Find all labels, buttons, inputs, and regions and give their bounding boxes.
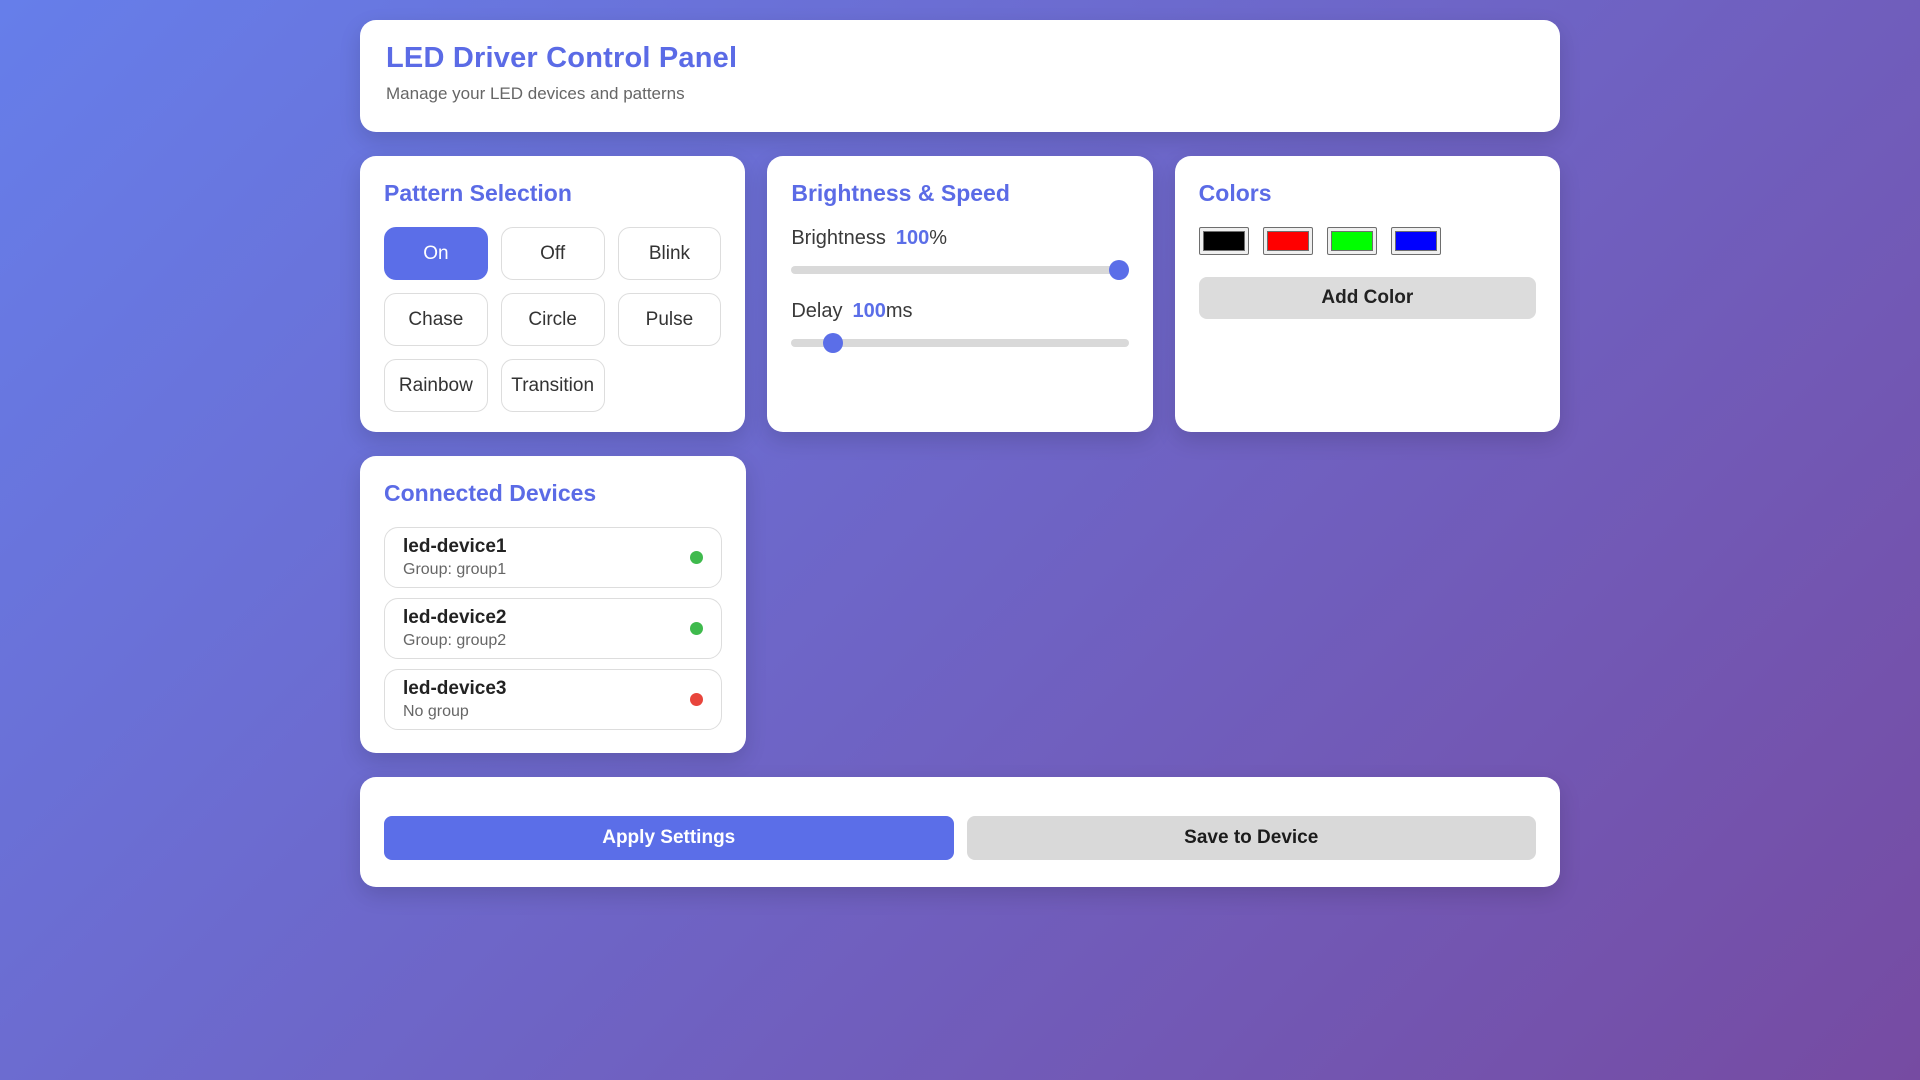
color-swatch-black[interactable] bbox=[1198, 227, 1249, 255]
device-group: Group: group2 bbox=[403, 632, 507, 649]
color-swatch-black-fill bbox=[1202, 231, 1245, 251]
device-name: led-device2 bbox=[403, 607, 507, 628]
swatch-row bbox=[1198, 227, 1536, 255]
page-subtitle: Manage your LED devices and patterns bbox=[386, 84, 685, 103]
color-swatch-green[interactable] bbox=[1326, 227, 1377, 255]
header-card: LED Driver Control Panel Manage your LED… bbox=[360, 20, 1560, 132]
page-title: LED Driver Control Panel bbox=[386, 42, 738, 74]
brightness-unit: % bbox=[929, 227, 947, 249]
status-dot-online bbox=[690, 622, 703, 635]
delay-value: 100 bbox=[852, 300, 886, 322]
actions-card: Apply Settings Save to Device bbox=[360, 777, 1560, 887]
pattern-button-on[interactable]: On bbox=[384, 227, 488, 280]
brightness-slider-group: Brightness 100% bbox=[791, 227, 1129, 274]
device-name: led-device1 bbox=[403, 536, 507, 557]
color-swatch-red-fill bbox=[1266, 231, 1309, 251]
device-list: led-device1 Group: group1 led-device2 Gr… bbox=[384, 527, 722, 730]
pattern-button-off[interactable]: Off bbox=[500, 227, 605, 280]
device-info: led-device2 Group: group2 bbox=[403, 607, 507, 650]
colors-card: Colors Add Color bbox=[1174, 156, 1560, 432]
color-swatch-blue[interactable] bbox=[1390, 227, 1441, 255]
delay-slider-group: Delay 100ms bbox=[791, 300, 1129, 347]
apply-settings-button[interactable]: Apply Settings bbox=[384, 816, 954, 860]
brightness-speed-card: Brightness & Speed Brightness 100% Delay 1… bbox=[767, 156, 1153, 432]
device-group: No group bbox=[403, 703, 469, 720]
pattern-selection-card: Pattern Selection On Off Blink Chase Cir… bbox=[360, 156, 746, 432]
color-swatch-red[interactable] bbox=[1262, 227, 1313, 255]
pattern-button-blink[interactable]: Blink bbox=[617, 227, 722, 280]
save-to-device-button[interactable]: Save to Device bbox=[966, 816, 1536, 860]
main-container: LED Driver Control Panel Manage your LED… bbox=[360, 0, 1560, 887]
pattern-selection-title: Pattern Selection bbox=[384, 180, 572, 206]
status-dot-online bbox=[690, 551, 703, 564]
brightness-value: 100 bbox=[895, 227, 930, 249]
cards-row: Pattern Selection On Off Blink Chase Cir… bbox=[360, 156, 1560, 432]
brightness-label-text: Brightness bbox=[791, 227, 886, 249]
status-dot-offline bbox=[690, 693, 703, 706]
color-swatch-green-fill bbox=[1330, 231, 1373, 251]
device-group: Group: group1 bbox=[403, 561, 507, 578]
color-swatch-blue-fill bbox=[1394, 231, 1437, 251]
brightness-label: Brightness 100% bbox=[791, 227, 1128, 250]
device-row-led-device1[interactable]: led-device1 Group: group1 bbox=[384, 527, 722, 588]
pattern-grid: On Off Blink Chase Circle Pulse Rainbow … bbox=[384, 227, 722, 412]
device-row-led-device3[interactable]: led-device3 No group bbox=[384, 669, 722, 730]
delay-unit: ms bbox=[885, 300, 913, 322]
pattern-button-transition[interactable]: Transition bbox=[500, 359, 605, 412]
brightness-speed-title: Brightness & Speed bbox=[791, 180, 1010, 206]
delay-label-text: Delay bbox=[791, 300, 843, 322]
connected-devices-card: Connected Devices led-device1 Group: gro… bbox=[360, 456, 746, 753]
colors-title: Colors bbox=[1198, 180, 1272, 206]
brightness-slider[interactable] bbox=[791, 266, 1129, 274]
device-row-led-device2[interactable]: led-device2 Group: group2 bbox=[384, 598, 722, 659]
delay-label: Delay 100ms bbox=[791, 300, 1128, 323]
pattern-button-rainbow[interactable]: Rainbow bbox=[384, 359, 488, 412]
delay-slider[interactable] bbox=[791, 339, 1129, 347]
connected-devices-title: Connected Devices bbox=[384, 480, 597, 506]
add-color-button[interactable]: Add Color bbox=[1198, 277, 1536, 319]
pattern-button-circle[interactable]: Circle bbox=[500, 293, 605, 346]
device-info: led-device3 No group bbox=[403, 678, 507, 721]
actions-row: Apply Settings Save to Device bbox=[384, 816, 1536, 860]
device-info: led-device1 Group: group1 bbox=[403, 536, 507, 579]
pattern-button-chase[interactable]: Chase bbox=[384, 293, 488, 346]
device-name: led-device3 bbox=[403, 678, 507, 699]
pattern-button-pulse[interactable]: Pulse bbox=[617, 293, 722, 346]
